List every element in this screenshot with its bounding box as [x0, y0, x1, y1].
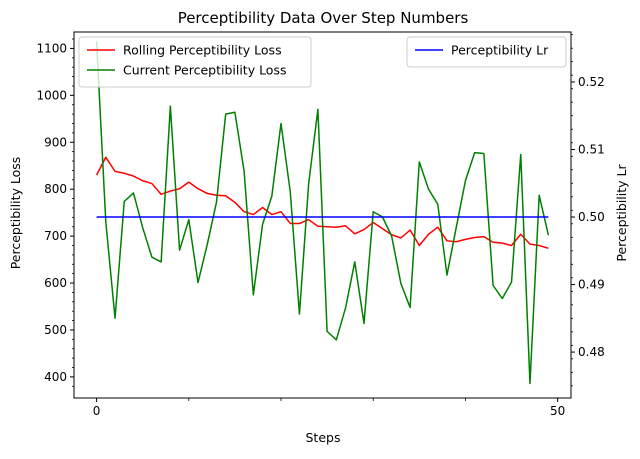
legend-label-right-1: Perceptibility Lr [451, 43, 549, 58]
y-right-tick-label: 0.52 [578, 75, 605, 89]
y-left-tick-label: 600 [44, 276, 67, 290]
x-axis-label: Steps [306, 430, 341, 445]
y-right-tick-label: 0.48 [578, 345, 605, 359]
y-left-tick-label: 500 [44, 323, 67, 337]
y-axis-label-left: Perceptibility Loss [8, 157, 23, 270]
y-right-tick-label: 0.49 [578, 278, 605, 292]
axes: 0 50 400 500 600 700 800 900 1000 1100 0.48 0.49 0.5… [36, 31, 605, 418]
series-line-2 [95, 41, 550, 385]
legend-box-right [406, 36, 567, 68]
plot-area [95, 41, 550, 385]
y-left-tick-label: 700 [44, 229, 67, 243]
y-left-tick-label: 1100 [36, 41, 67, 55]
legend-box-left [78, 36, 312, 88]
chart-title: Perceptibility Data Over Step Numbers [178, 9, 469, 27]
y-axis-label-right: Perceptibility Lr [614, 164, 629, 262]
legend-label-left-1: Rolling Perceptibility Loss [123, 43, 282, 58]
x-tick-label: 0 [93, 404, 101, 418]
legend-label-left-2: Current Perceptibility Loss [123, 63, 286, 78]
y-left-tick-label: 900 [44, 135, 67, 149]
y-left-tick-label: 400 [44, 370, 67, 384]
y-left-tick-label: 1000 [36, 88, 67, 102]
plot-frame [73, 31, 572, 399]
x-tick-label: 50 [550, 404, 565, 418]
y-right-tick-label: 0.51 [578, 142, 605, 156]
legends: Rolling Perceptibility Loss Current Perce… [78, 36, 567, 88]
y-left-tick-label: 800 [44, 182, 67, 196]
y-right-tick-label: 0.50 [578, 210, 605, 224]
